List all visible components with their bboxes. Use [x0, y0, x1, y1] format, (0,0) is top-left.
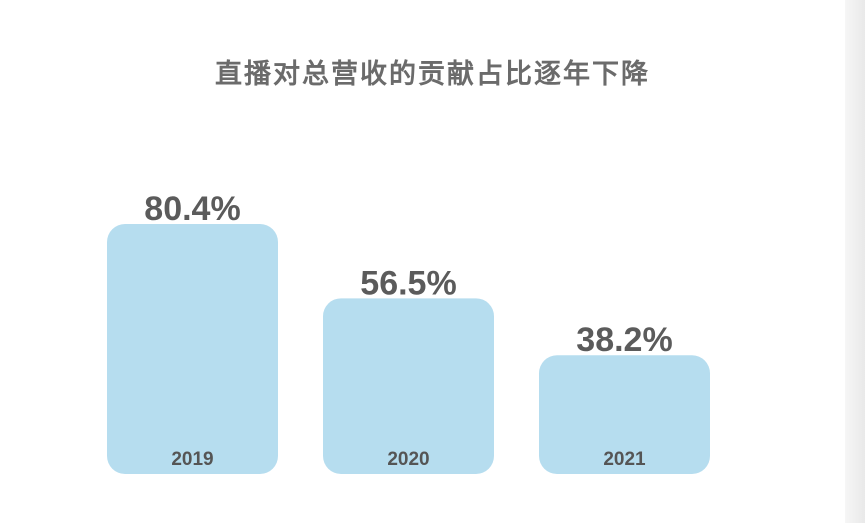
category-label-2019: 2019	[171, 449, 213, 470]
bar-2019	[107, 224, 278, 474]
bar-2021	[539, 355, 710, 474]
page-edge-shadow	[845, 0, 865, 523]
value-label-2020: 56.5%	[360, 264, 456, 302]
chart-title: 直播对总营收的贡献占比逐年下降	[215, 59, 650, 90]
category-label-2021: 2021	[603, 449, 646, 470]
value-label-2021: 38.2%	[576, 321, 672, 359]
value-label-2019: 80.4%	[144, 190, 240, 228]
category-label-2020: 2020	[387, 449, 429, 470]
bar-2020	[323, 298, 494, 474]
